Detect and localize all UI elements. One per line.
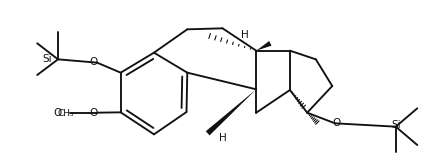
Text: O: O [331,118,340,128]
Text: O: O [89,57,97,67]
Text: Si: Si [42,54,52,64]
Text: H: H [240,30,248,40]
Text: O: O [89,108,97,118]
Text: O: O [53,108,62,118]
Text: H: H [218,133,226,143]
Polygon shape [256,41,271,51]
Text: Si: Si [390,120,399,130]
Text: CH₃: CH₃ [58,109,74,118]
Polygon shape [205,89,256,135]
